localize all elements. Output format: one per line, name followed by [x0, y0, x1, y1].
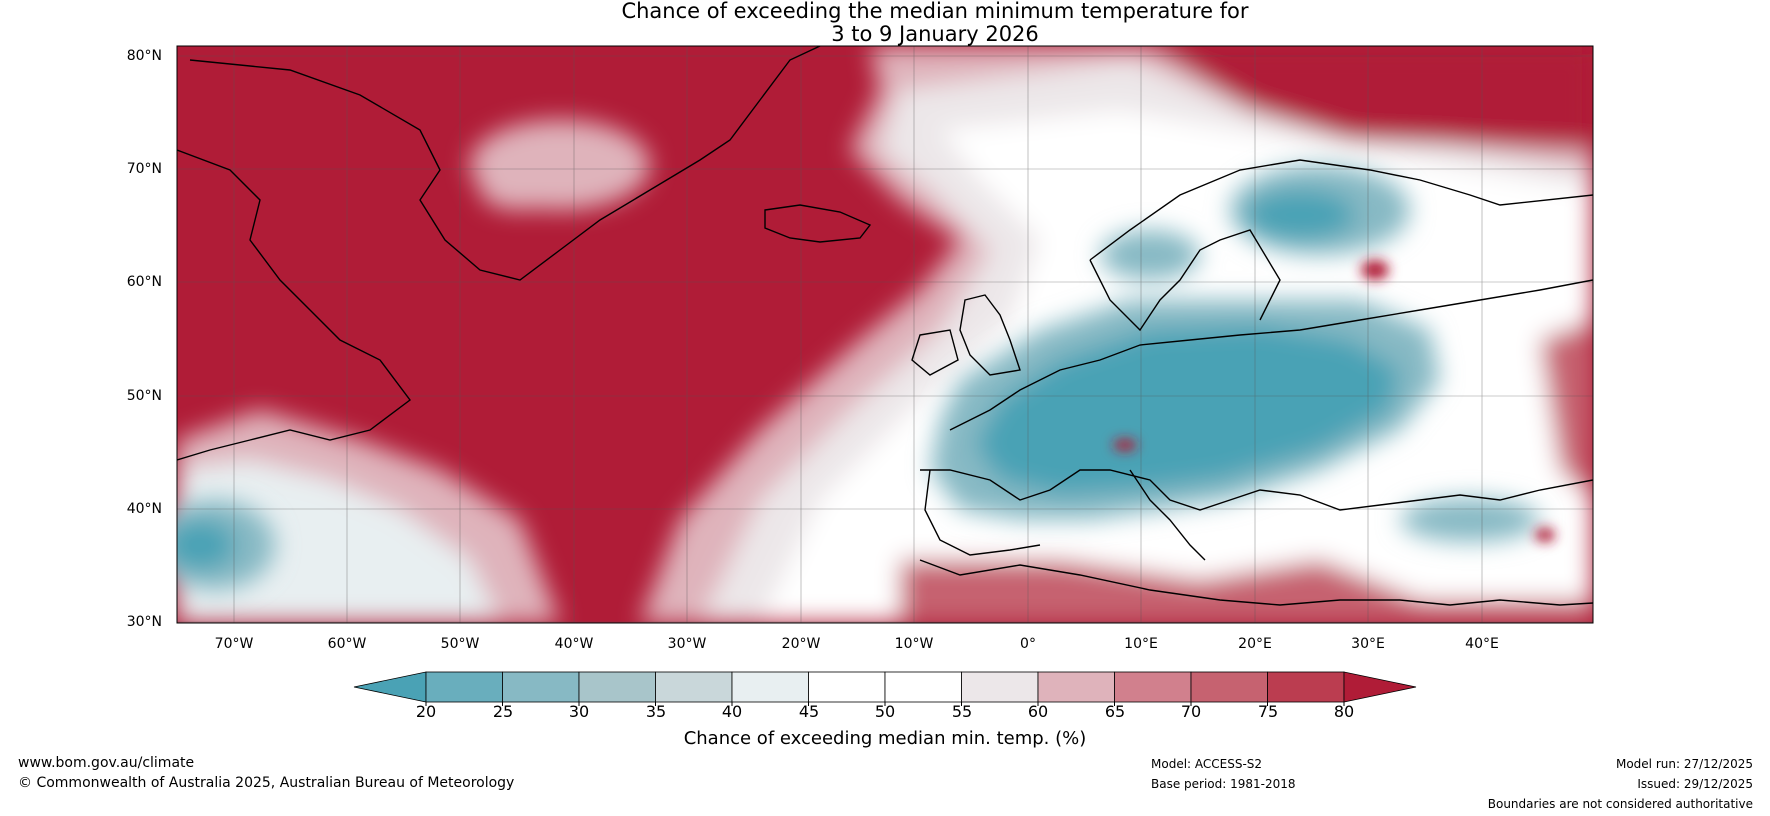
colorbar-segment — [1267, 671, 1345, 703]
copyright-notice: © Commonwealth of Australia 2025, Austra… — [18, 775, 515, 791]
colorbar-tick-75: 75 — [1257, 702, 1279, 721]
colorbar-tick-50: 50 — [874, 702, 896, 721]
colorbar-segment — [1037, 671, 1115, 703]
colorbar-tick-40: 40 — [721, 702, 743, 721]
base-period-info: Base period: 1981-2018 — [1151, 777, 1296, 791]
map-frame — [176, 45, 1594, 624]
lon-label-60w: 60°W — [327, 636, 367, 652]
website-link[interactable]: www.bom.gov.au/climate — [18, 755, 195, 771]
lon-label-30w: 30°W — [667, 636, 707, 652]
colorbar — [353, 671, 1417, 706]
model-run-info: Model run: 27/12/2025 — [1615, 757, 1753, 771]
lon-label-40e: 40°E — [1465, 636, 1499, 652]
colorbar-tick-30: 30 — [568, 702, 590, 721]
coastlines — [177, 46, 1593, 606]
lon-label-30e: 30°E — [1351, 636, 1385, 652]
title-line-1: Chance of exceeding the median minimum t… — [621, 0, 1249, 23]
colorbar-tick-45: 45 — [798, 702, 820, 721]
lat-label-30n: 30°N — [126, 614, 162, 630]
lon-label-0: 0° — [1020, 636, 1036, 652]
colorbar-extend-low — [353, 671, 427, 703]
colorbar-segment — [578, 671, 656, 703]
colorbar-segment — [1114, 671, 1192, 703]
lat-label-50n: 50°N — [126, 388, 162, 404]
model-info: Model: ACCESS-S2 — [1151, 757, 1263, 771]
colorbar-segment — [961, 671, 1039, 703]
lon-label-10w: 10°W — [894, 636, 934, 652]
lon-label-50w: 50°W — [440, 636, 480, 652]
title-line-2: 3 to 9 January 2026 — [831, 22, 1039, 46]
boundaries-disclaimer: Boundaries are not considered authoritat… — [1487, 797, 1753, 811]
issued-info: Issued: 29/12/2025 — [1637, 777, 1753, 791]
colorbar-tick-60: 60 — [1027, 702, 1049, 721]
lat-label-40n: 40°N — [126, 501, 162, 517]
colorbar-segment — [502, 671, 580, 703]
lat-label-80n: 80°N — [126, 48, 162, 64]
colorbar-label: Chance of exceeding median min. temp. (%… — [683, 728, 1087, 749]
lon-label-40w: 40°W — [554, 636, 594, 652]
colorbar-tick-20: 20 — [415, 702, 437, 721]
lon-label-70w: 70°W — [214, 636, 254, 652]
colorbar-segment — [1190, 671, 1268, 703]
lon-label-10e: 10°E — [1124, 636, 1158, 652]
graticule — [177, 46, 1593, 623]
colorbar-extend-high — [1343, 671, 1417, 703]
colorbar-tick-65: 65 — [1104, 702, 1126, 721]
colorbar-segment — [808, 671, 886, 703]
lat-label-60n: 60°N — [126, 274, 162, 290]
colorbar-tick-70: 70 — [1180, 702, 1202, 721]
probability-field — [177, 46, 1593, 623]
colorbar-tick-25: 25 — [492, 702, 514, 721]
colorbar-segment — [884, 671, 962, 703]
colorbar-segment — [425, 671, 503, 703]
colorbar-tick-35: 35 — [645, 702, 667, 721]
lon-label-20w: 20°W — [781, 636, 821, 652]
colorbar-segment — [655, 671, 733, 703]
map-title: Chance of exceeding the median minimum t… — [0, 0, 1770, 46]
colorbar-tick-55: 55 — [951, 702, 973, 721]
colorbar-segment — [731, 671, 809, 703]
lon-label-20e: 20°E — [1238, 636, 1272, 652]
lat-label-70n: 70°N — [126, 161, 162, 177]
colorbar-tick-80: 80 — [1333, 702, 1355, 721]
